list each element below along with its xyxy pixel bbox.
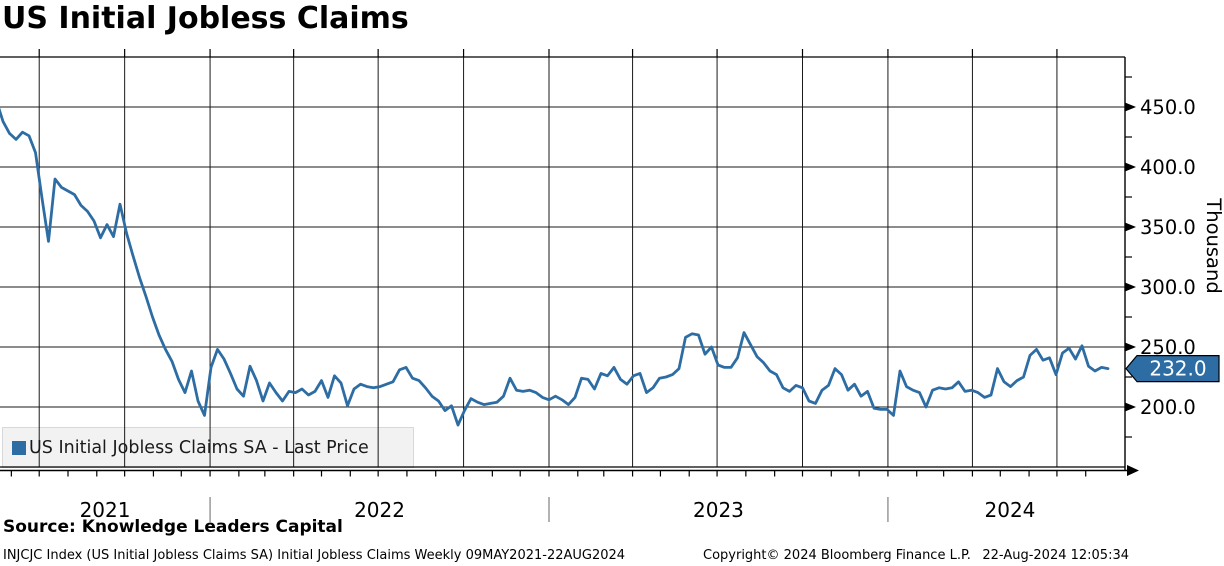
footnote-copyright: Copyright© 2024 Bloomberg Finance L.P. (703, 548, 971, 563)
y-axis-tick-arrow (1125, 342, 1136, 352)
y-axis-label: 450.0 (1140, 96, 1196, 119)
source-line: Source: Knowledge Leaders Capital (3, 517, 343, 537)
footnote-timestamp: 22-Aug-2024 12:05:34 (982, 548, 1129, 563)
y-axis-tick-arrow (1125, 402, 1136, 412)
y-axis-label: 300.0 (1140, 276, 1196, 299)
last-price-value: 232.0 (1149, 357, 1206, 381)
x-axis-year-label: 2021 (80, 498, 131, 522)
footnote-ticker-info: INJCJC Index (US Initial Jobless Claims … (3, 548, 626, 563)
x-axis-year-label: 2024 (985, 498, 1036, 522)
y-axis-tick-arrow (1125, 162, 1136, 172)
x-axis-year-label: 2023 (693, 498, 744, 522)
x-axis-year-label: 2022 (354, 498, 405, 522)
y-axis-label: 350.0 (1140, 216, 1196, 239)
y-axis-tick-arrow (1125, 222, 1136, 232)
y-axis-label: 250.0 (1140, 336, 1196, 359)
y-axis-tick-arrow (1125, 102, 1136, 112)
y-axis-tick-arrow (1125, 282, 1136, 292)
legend-label: US Initial Jobless Claims SA - Last Pric… (29, 437, 369, 458)
legend-item[interactable]: US Initial Jobless Claims SA - Last Pric… (2, 427, 414, 468)
series-line-jobless-claims (0, 107, 1110, 427)
x-axis-arrow (1127, 465, 1139, 476)
page-title: US Initial Jobless Claims (2, 1, 409, 36)
last-price-badge (1125, 355, 1220, 383)
y-axis-title: Thousand (1202, 197, 1224, 293)
series-marker-swatch (12, 440, 26, 455)
y-axis-label: 200.0 (1140, 396, 1196, 419)
y-axis-label: 400.0 (1140, 156, 1196, 179)
